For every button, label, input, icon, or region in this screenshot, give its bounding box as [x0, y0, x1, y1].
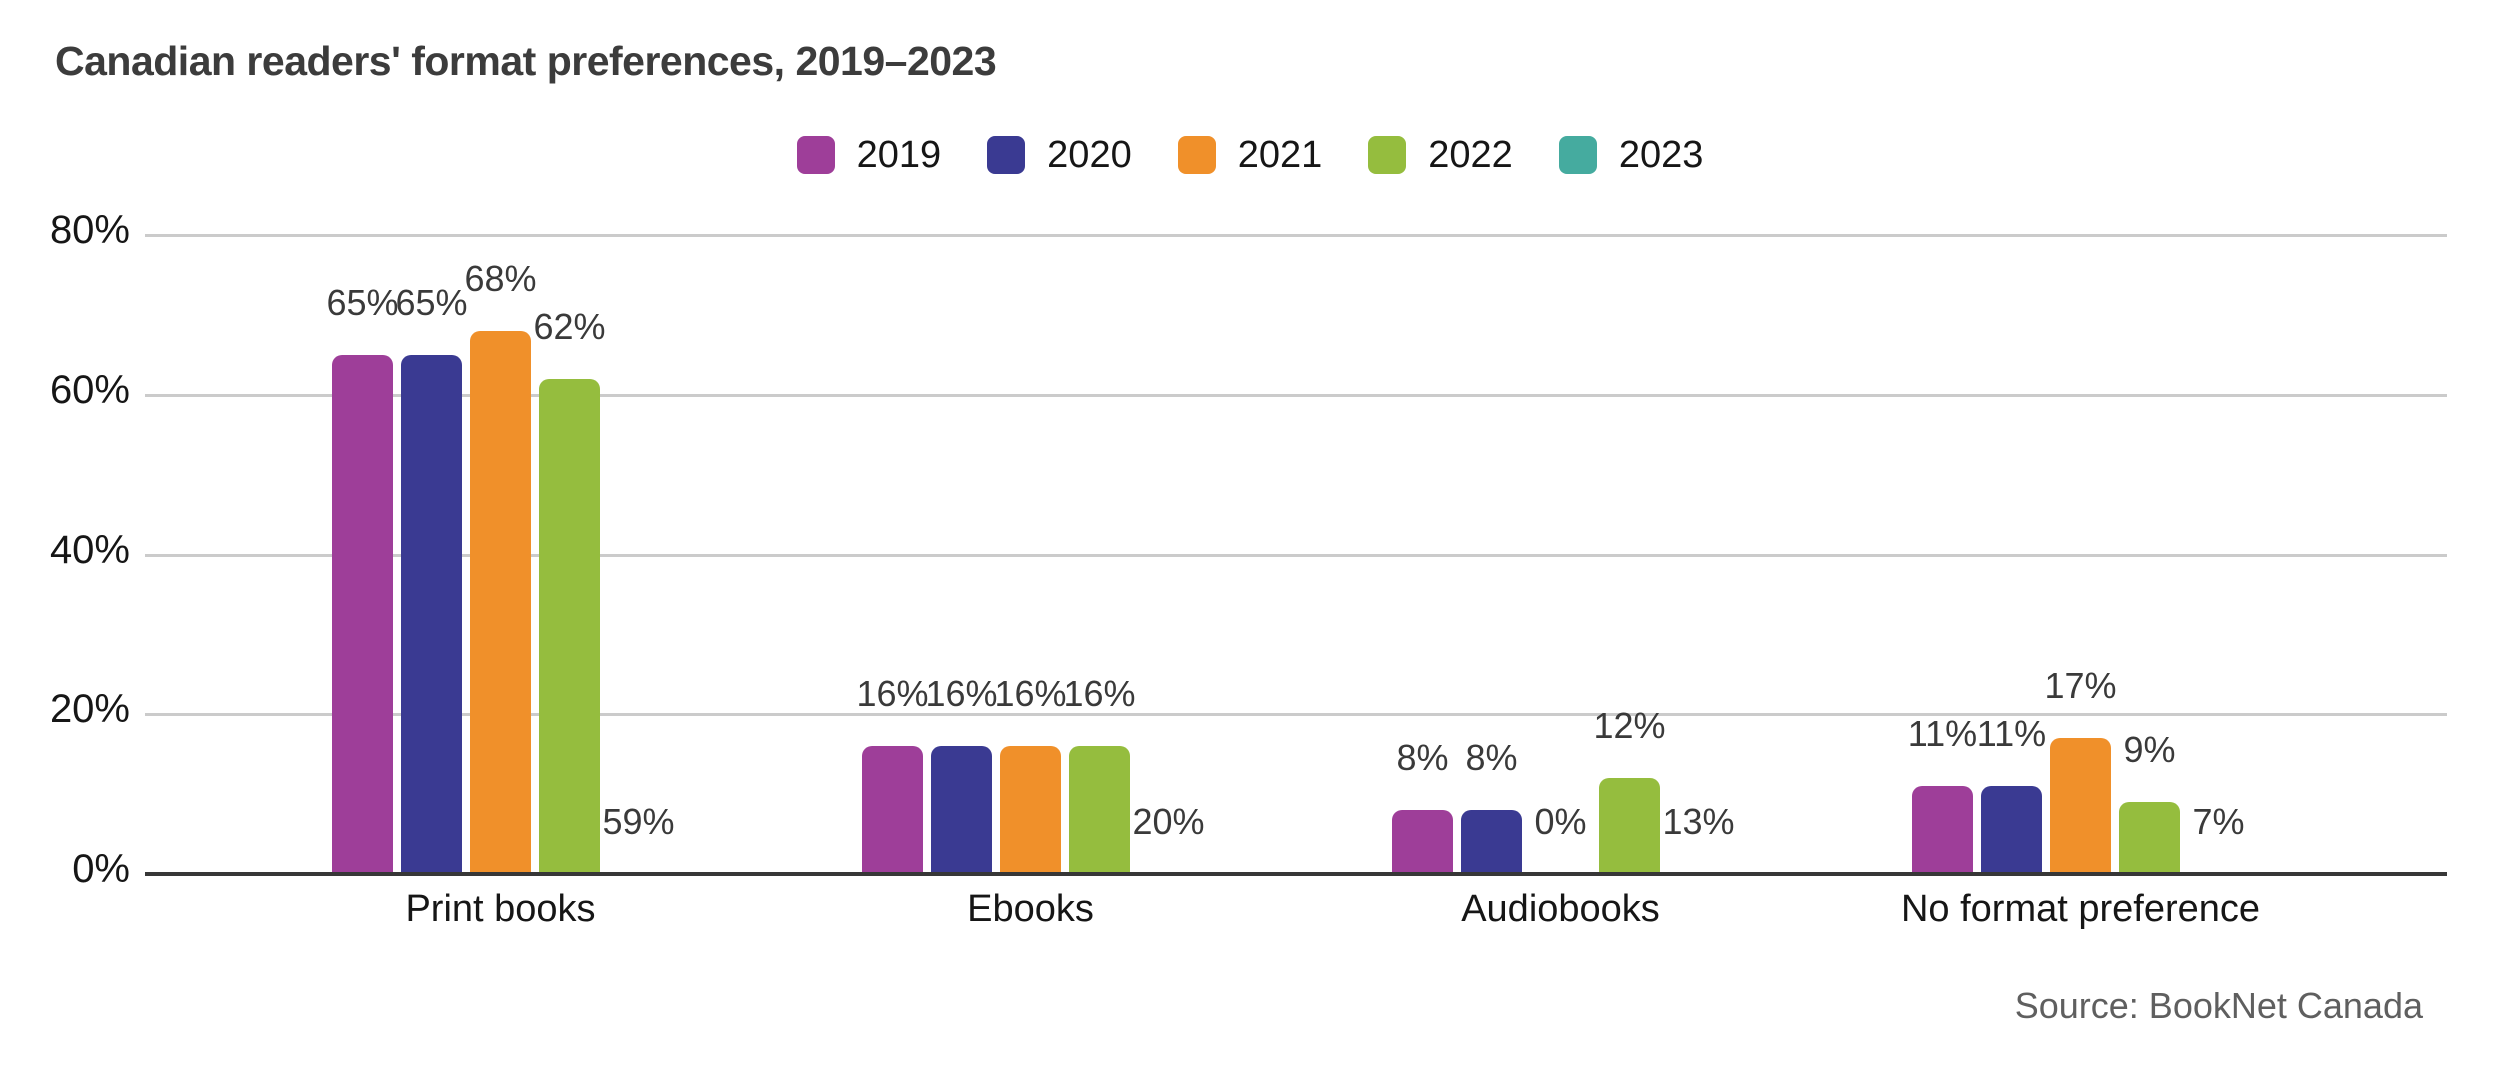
bar-audiobooks-2022: [1599, 778, 1660, 874]
bar-print-books-2019: [332, 355, 393, 874]
bar-print-books-2022: [539, 379, 600, 874]
value-label-print-books-2019: 65%: [326, 282, 399, 323]
gridline-20%: [145, 713, 2447, 717]
value-label-no-format-preference-2022: 9%: [2123, 729, 2176, 770]
bar-no-format-preference-2019: [1912, 786, 1973, 874]
gridline-40%: [145, 553, 2447, 557]
legend-swatch-2023: [1558, 136, 1597, 174]
bar-audiobooks-2019: [1392, 810, 1453, 874]
legend-label-2021: 2021: [1237, 134, 1323, 176]
legend-label-2022: 2022: [1428, 134, 1513, 176]
legend-label-2020: 2020: [1047, 134, 1132, 176]
y-tick-label-20%: 20%: [49, 687, 130, 732]
value-label-print-books-2022: 62%: [533, 306, 606, 347]
legend-item-2021: 2021: [1177, 134, 1323, 176]
value-label-ebooks-2021: 16%: [994, 673, 1067, 714]
value-label-ebooks-2022: 16%: [1063, 673, 1136, 714]
x-tick-label-ebooks: Ebooks: [967, 888, 1094, 930]
bar-no-format-preference-2021: [2050, 738, 2111, 874]
gridline-60%: [145, 393, 2447, 397]
value-label-audiobooks-2022: 12%: [1593, 705, 1666, 746]
value-label-no-format-preference-2019: 11%: [1907, 713, 1978, 754]
legend-item-2022: 2022: [1368, 136, 1513, 174]
value-label-audiobooks-2019: 8%: [1396, 737, 1449, 778]
source-note: Source: BookNet Canada: [2014, 985, 2423, 1026]
value-label-print-books-2023: 59%: [602, 801, 675, 842]
value-label-print-books-2021: 68%: [464, 258, 537, 299]
bar-no-format-preference-2022: [2119, 802, 2180, 874]
value-label-print-books-2020: 65%: [395, 282, 468, 323]
legend-swatch-2019: [796, 136, 835, 174]
bar-print-books-2021: [470, 331, 531, 874]
legend-swatch-2020: [987, 136, 1026, 174]
chart-title: Canadian readers' format preferences, 20…: [55, 38, 997, 84]
legend-item-2019: 2019: [796, 134, 942, 176]
legend-swatch-2021: [1177, 136, 1216, 174]
gridline-80%: [145, 234, 2447, 237]
value-label-audiobooks-2020: 8%: [1465, 737, 1518, 778]
legend-label-2023: 2023: [1618, 134, 1704, 176]
bar-audiobooks-2020: [1461, 810, 1522, 874]
legend-item-2020: 2020: [987, 136, 1132, 174]
y-tick-label-80%: 80%: [49, 208, 130, 252]
value-label-audiobooks-2021: 0%: [1534, 801, 1587, 842]
value-label-ebooks-2019: 16%: [856, 673, 929, 714]
bar-ebooks-2022: [1069, 746, 1130, 874]
x-tick-label-no-format-preference: No format preference: [1900, 888, 2261, 930]
legend: 2019 2020 2021 2022 2023: [0, 136, 2500, 174]
legend-item-2023: 2023: [1558, 134, 1704, 176]
value-label-ebooks-2023: 20%: [1132, 801, 1205, 842]
plot-area: 65% 65% 68% 62% 59% 16% 16% 16% 16% 20% 8% 8% 0% 12% 1…: [145, 234, 2447, 876]
value-label-ebooks-2020: 16%: [925, 673, 998, 714]
x-axis-line: [145, 872, 2447, 876]
bar-ebooks-2019: [862, 746, 923, 874]
bar-ebooks-2021: [1000, 746, 1061, 874]
bar-ebooks-2020: [931, 746, 992, 874]
x-tick-label-print-books: Print books: [405, 888, 596, 930]
y-tick-label-0%: 0%: [72, 847, 130, 891]
value-label-audiobooks-2023: 13%: [1662, 801, 1735, 842]
bar-no-format-preference-2020: [1981, 786, 2042, 874]
legend-label-2019: 2019: [856, 134, 942, 176]
value-label-no-format-preference-2021: 17%: [2044, 665, 2117, 706]
y-tick-label-40%: 40%: [49, 527, 130, 572]
bar-print-books-2020: [401, 355, 462, 874]
value-label-no-format-preference-2020: 11%: [1976, 713, 2047, 754]
y-tick-label-60%: 60%: [49, 367, 130, 412]
value-label-no-format-preference-2023: 7%: [2192, 801, 2245, 842]
x-tick-label-audiobooks: Audiobooks: [1461, 888, 1660, 930]
legend-swatch-2022: [1368, 136, 1407, 174]
